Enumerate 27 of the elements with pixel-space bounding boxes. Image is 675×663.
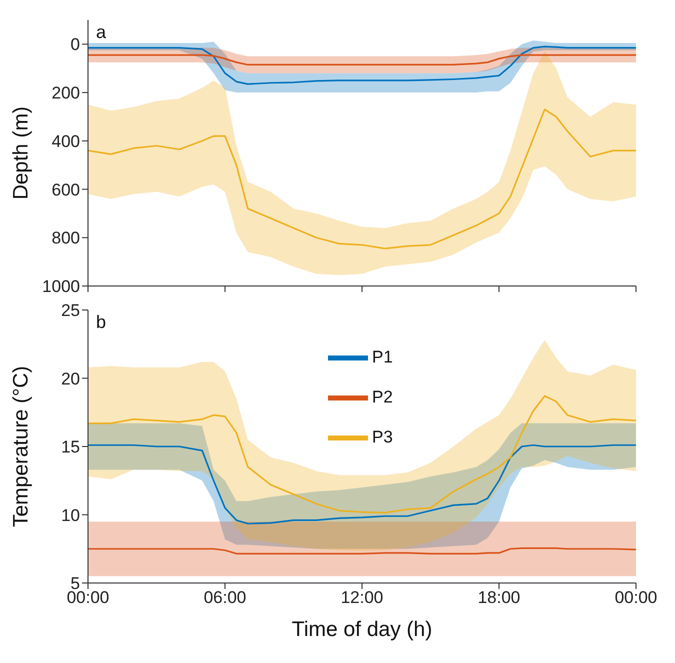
x-tick-label: 00:00 [614,588,658,608]
x-tick-label: 00:00 [66,588,110,608]
annotation: a [96,22,106,43]
y-tick-label: 10 [61,506,80,525]
annotation: b [96,312,106,333]
legend-label: P3 [372,427,393,446]
legend-label: P2 [372,387,393,406]
y-tick-label: 200 [52,84,80,103]
line-series [88,444,636,524]
line-series [88,54,636,66]
y-tick-label: 0 [70,35,80,54]
x-tick-label: 18:00 [478,588,520,608]
x-tick-label: 12:00 [340,588,384,608]
y-tick-label: 20 [61,369,80,388]
y-tick-label: 25 [61,301,80,320]
y-axis-title: Temperature (°C) [9,366,32,528]
y-tick-label: 600 [52,180,80,200]
x-tick-label: 06:00 [204,588,246,608]
y-tick-label: 1000 [42,277,80,296]
y-axis-title: Depth (m) [9,106,32,200]
y-tick-label: 400 [52,132,80,151]
legend-label: P1 [372,347,393,366]
x-axis-title: Time of day (h) [292,618,432,641]
line-series [88,46,636,85]
y-tick-label: 15 [61,438,80,457]
line-series [88,108,636,250]
y-tick-label: 800 [52,228,80,248]
